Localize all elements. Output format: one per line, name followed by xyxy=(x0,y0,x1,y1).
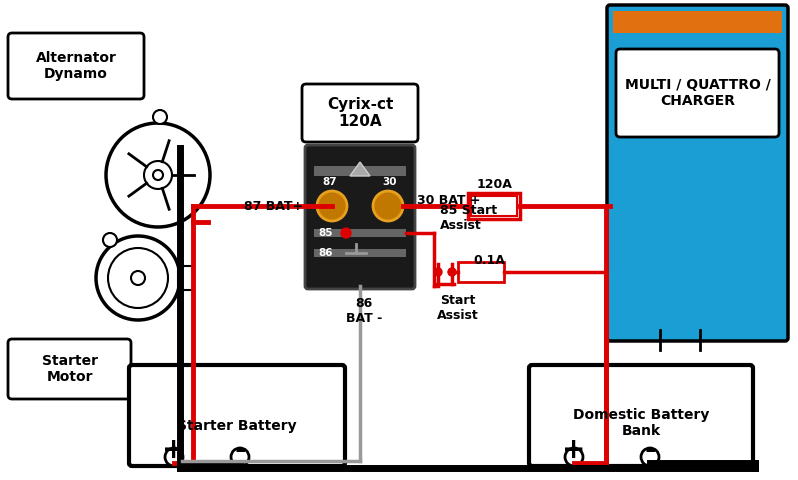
Circle shape xyxy=(317,191,347,221)
Text: Starter
Motor: Starter Motor xyxy=(42,354,98,384)
Bar xyxy=(468,193,520,219)
Bar xyxy=(458,262,504,282)
Text: +: + xyxy=(563,436,586,464)
Circle shape xyxy=(144,161,172,189)
Circle shape xyxy=(153,170,163,180)
Bar xyxy=(178,266,194,290)
FancyBboxPatch shape xyxy=(8,339,131,399)
Text: +: + xyxy=(162,436,186,464)
Text: 85 Start
Assist: 85 Start Assist xyxy=(440,204,497,232)
FancyBboxPatch shape xyxy=(529,365,753,466)
Text: 86
BAT -: 86 BAT - xyxy=(346,297,382,325)
Text: Starter Battery: Starter Battery xyxy=(177,419,297,433)
Bar xyxy=(314,166,406,176)
Text: -: - xyxy=(235,436,246,464)
Circle shape xyxy=(106,123,210,227)
Circle shape xyxy=(103,233,117,247)
Circle shape xyxy=(565,448,583,466)
Circle shape xyxy=(165,448,183,466)
Text: Start
Assist: Start Assist xyxy=(437,294,479,322)
Circle shape xyxy=(108,248,168,308)
Circle shape xyxy=(373,191,403,221)
FancyBboxPatch shape xyxy=(302,84,418,142)
Text: 86: 86 xyxy=(318,248,334,258)
FancyBboxPatch shape xyxy=(129,365,345,466)
Text: Cyrix-ct
120A: Cyrix-ct 120A xyxy=(327,97,393,129)
Text: MULTI / QUATTRO /
CHARGER: MULTI / QUATTRO / CHARGER xyxy=(625,78,770,108)
Circle shape xyxy=(231,448,249,466)
Text: 30 BAT +: 30 BAT + xyxy=(417,194,480,207)
Text: -: - xyxy=(644,436,656,464)
FancyBboxPatch shape xyxy=(305,145,415,289)
Circle shape xyxy=(434,268,442,276)
FancyBboxPatch shape xyxy=(8,33,144,99)
Circle shape xyxy=(131,271,145,285)
Bar xyxy=(471,196,517,216)
Text: 87: 87 xyxy=(322,177,338,187)
Bar xyxy=(314,249,406,257)
Bar xyxy=(314,229,406,237)
Text: 0.1A: 0.1A xyxy=(473,253,505,266)
Text: 87 BAT+: 87 BAT+ xyxy=(244,200,303,213)
Polygon shape xyxy=(350,162,370,176)
Text: Alternator
Dynamo: Alternator Dynamo xyxy=(36,51,117,81)
Circle shape xyxy=(341,228,351,238)
FancyBboxPatch shape xyxy=(616,49,779,137)
Circle shape xyxy=(641,448,659,466)
FancyBboxPatch shape xyxy=(607,5,788,341)
Text: Domestic Battery
Bank: Domestic Battery Bank xyxy=(573,408,709,438)
Bar xyxy=(613,11,782,33)
Circle shape xyxy=(153,110,167,124)
Circle shape xyxy=(448,268,456,276)
Text: 30: 30 xyxy=(383,177,397,187)
Text: 85: 85 xyxy=(318,228,334,238)
Circle shape xyxy=(96,236,180,320)
Text: 120A: 120A xyxy=(476,178,512,191)
